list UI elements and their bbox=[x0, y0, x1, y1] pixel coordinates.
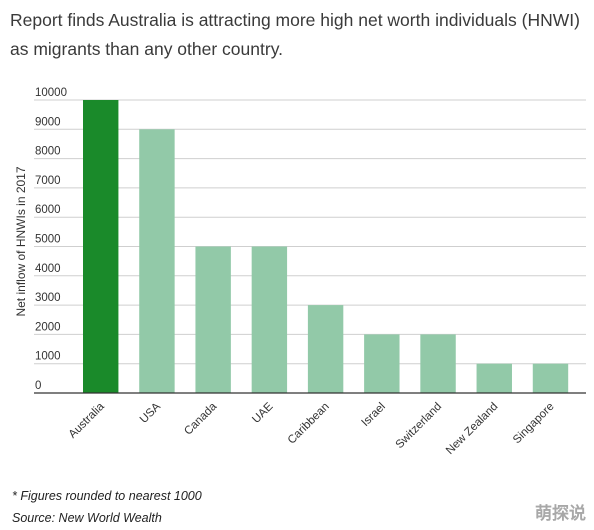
x-tick-label: Singapore bbox=[511, 401, 557, 447]
x-tick-label: Canada bbox=[182, 400, 219, 437]
y-tick-label: 9000 bbox=[35, 116, 61, 128]
y-tick-label: 3000 bbox=[35, 292, 61, 304]
x-tick-label: Caribbean bbox=[286, 401, 332, 447]
y-tick-label: 5000 bbox=[35, 234, 61, 246]
y-axis-label: Net inflow of HNWIs in 2017 bbox=[14, 166, 28, 316]
source-note: Source: New World Wealth bbox=[12, 511, 162, 525]
x-tick-label: USA bbox=[138, 400, 163, 425]
bar-switzerland bbox=[420, 334, 456, 393]
bar-caribbean bbox=[307, 305, 344, 393]
gridlines bbox=[34, 99, 586, 365]
y-tick-label: 0 bbox=[35, 380, 41, 392]
y-tick-label: 7000 bbox=[35, 175, 61, 187]
y-tick-label: 4000 bbox=[35, 263, 61, 275]
bar-singapore bbox=[532, 363, 569, 393]
bar-chart: 0 1000 2000 3000 4000 5000 6000 7000 8000 9000 100… bbox=[14, 87, 586, 457]
bars bbox=[83, 100, 569, 394]
bar-usa bbox=[139, 129, 175, 394]
bar-israel bbox=[364, 334, 400, 393]
watermark: 萌探说 bbox=[535, 504, 586, 524]
x-tick-label: UAE bbox=[250, 400, 275, 425]
x-tick-label: Australia bbox=[67, 400, 108, 441]
bar-australia bbox=[83, 100, 119, 393]
y-tick-label: 1000 bbox=[35, 351, 61, 363]
footnote: * Figures rounded to nearest 1000 bbox=[12, 489, 202, 503]
y-tick-label: 10000 bbox=[35, 87, 67, 99]
x-tick-label: Israel bbox=[360, 401, 388, 429]
y-tick-label: 6000 bbox=[35, 204, 61, 216]
bar-new-zealand bbox=[476, 363, 512, 393]
x-axis-ticks: Australia USA Canada UAE Caribbean Israel Swit… bbox=[67, 400, 557, 457]
chart-title: Report finds Australia is attracting mor… bbox=[10, 10, 580, 59]
y-tick-label: 2000 bbox=[35, 321, 61, 333]
x-tick-label: Switzerland bbox=[394, 401, 445, 452]
y-tick-label: 8000 bbox=[35, 146, 61, 158]
bar-uae bbox=[251, 246, 288, 393]
y-axis-ticks: 0 1000 2000 3000 4000 5000 6000 7000 8000 9000 100… bbox=[35, 87, 67, 392]
x-tick-label: New Zealand bbox=[444, 401, 500, 457]
bar-canada bbox=[195, 246, 231, 393]
